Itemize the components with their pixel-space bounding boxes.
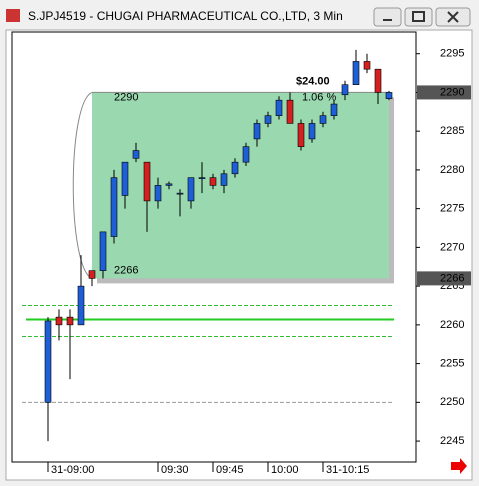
y-tick-label: 2245 bbox=[440, 435, 464, 447]
scroll-arrow[interactable] bbox=[451, 458, 467, 474]
candle-body bbox=[330, 103, 338, 116]
candle-body bbox=[253, 123, 261, 140]
candle-body bbox=[319, 115, 327, 124]
y-tick-label: 2275 bbox=[440, 203, 464, 215]
x-tick-label: 09:45 bbox=[216, 464, 244, 476]
price-marker-label: 2266 bbox=[440, 272, 464, 284]
candle-body bbox=[198, 177, 206, 179]
x-tick-label: 10:00 bbox=[271, 464, 299, 476]
range-box bbox=[92, 92, 389, 279]
box-high-label: 2290 bbox=[114, 91, 138, 103]
x-tick-label: 31-10:15 bbox=[326, 464, 369, 476]
candle-body bbox=[308, 123, 316, 140]
box-change: $24.00 bbox=[296, 75, 330, 87]
candle-body bbox=[374, 68, 382, 93]
y-tick-label: 2285 bbox=[440, 125, 464, 137]
candle-body bbox=[231, 161, 239, 175]
candle-body bbox=[385, 92, 393, 99]
minimize-button[interactable] bbox=[373, 7, 402, 27]
app-icon bbox=[6, 9, 20, 22]
candle-body bbox=[176, 192, 184, 195]
bracket bbox=[72, 91, 93, 279]
y-tick-label: 2295 bbox=[440, 48, 464, 60]
box-low-label: 2266 bbox=[114, 264, 138, 276]
candle-body bbox=[341, 84, 349, 96]
candle-body bbox=[286, 99, 294, 124]
candle-body bbox=[44, 320, 52, 403]
candle-body bbox=[264, 115, 272, 124]
candle-body bbox=[77, 285, 85, 326]
x-tick-label: 31-09:00 bbox=[51, 464, 94, 476]
x-tick-label: 09:30 bbox=[161, 464, 189, 476]
candle-body bbox=[297, 123, 305, 147]
candle-body bbox=[187, 177, 195, 202]
y-tick-label: 2250 bbox=[440, 396, 464, 408]
candle-body bbox=[99, 231, 107, 271]
candle-body bbox=[121, 161, 129, 196]
y-tick-label: 2270 bbox=[440, 241, 464, 253]
candle-body bbox=[165, 183, 173, 186]
candle-body bbox=[154, 185, 162, 202]
candle-body bbox=[55, 316, 63, 326]
candle-body bbox=[363, 61, 371, 70]
plot-border bbox=[11, 31, 417, 463]
price-marker-box bbox=[417, 271, 471, 286]
candle-body bbox=[242, 146, 250, 163]
candle-body bbox=[209, 177, 217, 186]
y-tick-label: 2255 bbox=[440, 358, 464, 370]
candle-body bbox=[352, 61, 360, 85]
y-tick-label: 2280 bbox=[440, 164, 464, 176]
candle-body bbox=[66, 316, 74, 326]
window-title: S.JPJ4519 - CHUGAI PHARMACEUTICAL CO.,LT… bbox=[28, 9, 343, 23]
y-tick-label: 2260 bbox=[440, 319, 464, 331]
price-marker-label: 2290 bbox=[440, 86, 464, 98]
candle-body bbox=[88, 270, 96, 279]
maximize-button[interactable] bbox=[404, 7, 433, 27]
box-percent: 1.06 % bbox=[302, 91, 336, 103]
candle-body bbox=[220, 173, 228, 186]
candle-body bbox=[143, 161, 151, 202]
candle-body bbox=[110, 177, 118, 237]
candle-body bbox=[132, 150, 140, 159]
price-marker-box bbox=[417, 85, 471, 100]
candle-body bbox=[275, 99, 283, 116]
